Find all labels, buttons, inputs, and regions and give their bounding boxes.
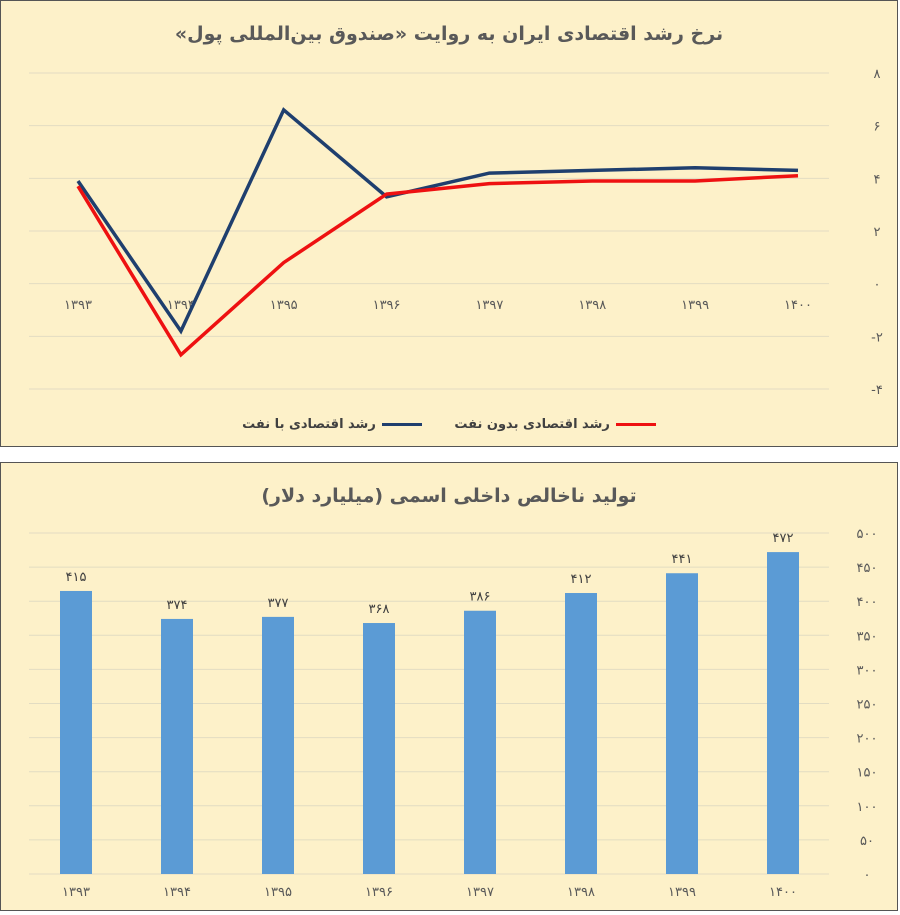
- legend-item-with-oil: رشد اقتصادی با نفت: [242, 417, 422, 432]
- y-tick-label: ۱۰۰: [857, 800, 878, 815]
- bar-value-label: ۳۷۴: [167, 598, 188, 613]
- bar-value-label: ۴۴۱: [672, 552, 693, 567]
- x-tick-label: ۱۳۹۵: [270, 298, 298, 313]
- growth-chart-title: نرخ رشد اقتصادی ایران به روایت «صندوق بی…: [174, 23, 724, 45]
- bar: [161, 618, 193, 874]
- x-tick-label: ۱۳۹۳: [62, 885, 90, 900]
- series-line-with-oil: [76, 107, 799, 335]
- bar-value-label: ۳۸۶: [470, 590, 491, 605]
- legend-swatch-blue: [381, 423, 422, 426]
- bar: [666, 573, 698, 874]
- legend-label-without-oil: رشد اقتصادی بدون نفت: [454, 417, 610, 432]
- x-tick-label: ۱۳۹۹: [681, 298, 709, 313]
- y-tick-label: -۴: [871, 383, 883, 398]
- y-tick-label: ۰: [864, 868, 871, 883]
- y-tick-label: ۴۰۰: [857, 595, 878, 610]
- y-tick-label: ۴۵۰: [857, 561, 878, 576]
- y-tick-label: ۲۰۰: [857, 732, 878, 747]
- bar: [262, 616, 294, 874]
- x-tick-label: ۱۳۹۶: [365, 885, 393, 900]
- x-tick-label: ۱۴۰۰: [784, 298, 812, 313]
- bar-value-label: ۴۱۲: [571, 572, 592, 587]
- series-line-without-oil: [76, 173, 799, 358]
- bar-value-label: ۴۷۲: [773, 531, 794, 546]
- bar: [767, 552, 799, 874]
- x-tick-label: ۱۳۹۷: [475, 298, 503, 313]
- x-tick-label: ۱۳۹۴: [163, 885, 191, 900]
- growth-rate-chart: نرخ رشد اقتصادی ایران به روایت «صندوق بی…: [0, 0, 898, 447]
- y-tick-label: ۲۵۰: [857, 698, 878, 713]
- bar-value-label: ۴۱۵: [66, 570, 87, 585]
- y-tick-label: ۱۵۰: [857, 766, 878, 781]
- x-tick-label: ۱۳۹۸: [578, 298, 606, 313]
- y-tick-label: ۴: [874, 172, 881, 187]
- y-tick-label: ۸: [874, 67, 881, 82]
- legend-item-without-oil: رشد اقتصادی بدون نفت: [454, 417, 656, 432]
- x-tick-label: ۱۳۹۹: [668, 885, 696, 900]
- legend-swatch-red: [615, 423, 656, 426]
- x-tick-label: ۱۳۹۳: [64, 298, 92, 313]
- y-tick-label: ۰: [874, 278, 881, 293]
- gdp-chart: تولید ناخالص داخلی اسمی (میلیارد دلار) ۵…: [0, 462, 898, 911]
- bar: [565, 593, 597, 874]
- growth-chart-legend: رشد اقتصادی بدون نفت رشد اقتصادی با نفت: [1, 415, 897, 435]
- y-tick-label: ۲: [874, 225, 881, 240]
- bar: [60, 590, 92, 874]
- bar-value-label: ۳۷۷: [268, 596, 289, 611]
- y-tick-label: ۵۰: [860, 834, 874, 849]
- x-tick-label: ۱۳۹۵: [264, 885, 292, 900]
- x-tick-label: ۱۴۰۰: [769, 885, 797, 900]
- gdp-chart-title: تولید ناخالص داخلی اسمی (میلیارد دلار): [261, 485, 637, 507]
- growth-plot-area: ۸ ۶ ۴ ۲ ۰ -۲ -۴ ۱۳۹۳ ۱۳۹۴ ۱۳۹۵ ۱۳۹۶ ۱۳۹۷ ۱۳۹۸ ۱۳۹۹ ۱۴۰…: [29, 67, 883, 398]
- y-tick-label: -۲: [871, 330, 883, 345]
- legend-label-with-oil: رشد اقتصادی با نفت: [242, 417, 376, 432]
- y-tick-label: ۳۵۰: [857, 629, 878, 644]
- bar-value-label: ۳۶۸: [369, 602, 390, 617]
- y-tick-label: ۶: [874, 120, 881, 135]
- bar: [464, 610, 496, 874]
- x-tick-label: ۱۳۹۷: [466, 885, 494, 900]
- y-tick-label: ۳۰۰: [857, 663, 878, 678]
- y-tick-label: ۵۰۰: [857, 527, 878, 542]
- x-tick-label: ۱۳۹۴: [167, 298, 195, 313]
- bar: [363, 623, 395, 874]
- x-tick-label: ۱۳۹۸: [567, 885, 595, 900]
- x-tick-label: ۱۳۹۶: [373, 298, 401, 313]
